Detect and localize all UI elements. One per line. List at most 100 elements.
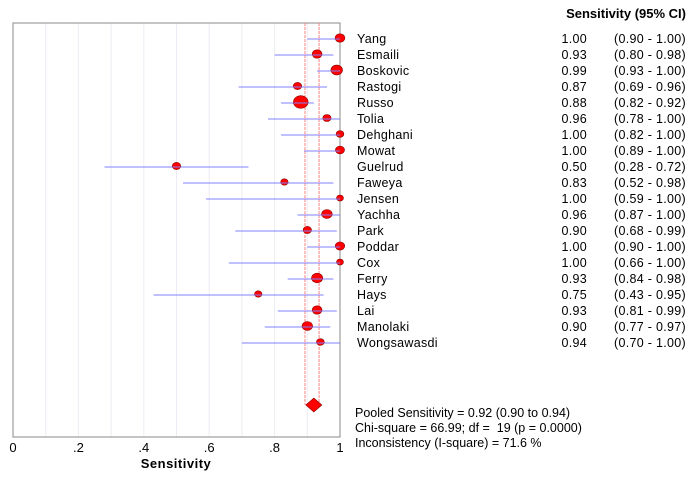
study-value: 0.75 [561,288,587,302]
study-value: 0.99 [561,64,587,78]
study-value: 0.87 [561,80,587,94]
grid-lines [45,23,308,437]
x-tick-label: .6 [204,440,215,455]
study-ci: (0.28 - 0.72) [614,160,686,174]
study-name: Hays [357,288,387,302]
point-estimate-marker [302,226,312,234]
point-estimate-marker [330,64,343,76]
study-name: Yachha [357,208,400,222]
study-ci: (0.69 - 0.96) [614,80,686,94]
study-value: 0.96 [561,208,587,222]
study-ci: (0.52 - 0.98) [614,176,686,190]
point-estimate-marker [301,321,313,331]
point-estimate-marker [254,290,263,298]
study-ci: (0.43 - 0.95) [614,288,686,302]
study-value: 1.00 [561,32,587,46]
study-ci: (0.90 - 1.00) [614,240,686,254]
summary-chi-square: Chi-square = 66.99; df = 19 (p = 0.0000) [355,421,582,435]
study-row: Poddar 1.00 (0.90 - 1.00) [307,240,686,254]
study-name: Tolia [357,112,384,126]
study-value: 0.94 [561,336,587,350]
study-row: Mowat 1.00 (0.89 - 1.00) [304,144,686,158]
study-name: Mowat [357,144,396,158]
x-tick-label: .4 [138,440,149,455]
point-estimate-marker [311,49,323,59]
x-axis-label: Sensitivity [141,456,212,471]
study-row: Hays 0.75 (0.43 - 0.95) [153,288,686,302]
study-name: Boskovic [357,64,409,78]
study-name: Jensen [357,192,399,206]
study-row: Yang 1.00 (0.90 - 1.00) [307,32,686,46]
study-name: Esmaili [357,48,399,62]
study-rows: Yang 1.00 (0.90 - 1.00) Esmaili 0.93 (0.80 - … [104,32,686,413]
study-row: Jensen 1.00 (0.59 - 1.00) [205,192,686,206]
x-tick-label: 1 [336,440,343,455]
study-value: 0.93 [561,304,587,318]
study-row: Cox 1.00 (0.66 - 1.00) [228,256,686,270]
study-row: Yachha 0.96 (0.87 - 1.00) [297,208,686,222]
x-tick-label: 0 [9,440,16,455]
study-name: Ferry [357,272,388,286]
study-name: Cox [357,256,381,270]
study-name: Poddar [357,240,399,254]
study-row: Rastogi 0.87 (0.69 - 0.96) [238,80,686,94]
point-estimate-marker [280,178,289,186]
study-name: Wongsawasdi [357,336,438,350]
study-row: Park 0.90 (0.68 - 0.99) [235,224,686,238]
point-estimate-marker [334,241,346,251]
study-ci: (0.80 - 0.98) [614,48,686,62]
study-value: 0.88 [561,96,587,110]
study-ci: (0.77 - 0.97) [614,320,686,334]
study-ci: (0.89 - 1.00) [614,144,686,158]
x-tick-label: .8 [269,440,280,455]
study-name: Guelrud [357,160,404,174]
x-axis-ticks: 0 .2 .4 .6 .8 1 [9,440,343,455]
study-value: 0.50 [561,160,587,174]
point-estimate-marker [172,162,182,170]
point-estimate-marker [292,82,302,90]
study-row: Tolia 0.96 (0.78 - 1.00) [268,112,686,126]
study-row: Wongsawasdi 0.94 (0.70 - 1.00) [241,336,686,350]
point-estimate-marker [336,258,344,266]
study-ci: (0.68 - 0.99) [614,224,686,238]
study-ci: (0.70 - 1.00) [614,336,686,350]
study-row: Ferry 0.93 (0.84 - 0.98) [287,272,686,286]
point-estimate-marker [322,114,332,122]
study-ci: (0.81 - 0.99) [614,304,686,318]
pooled-diamond [305,397,323,413]
study-value: 0.96 [561,112,587,126]
study-ci: (0.82 - 0.92) [614,96,686,110]
study-row: Russo 0.88 (0.82 - 0.92) [281,95,686,110]
point-estimate-marker [321,209,333,219]
study-value: 0.90 [561,320,587,334]
study-name: Park [357,224,384,238]
study-name: Faweya [357,176,403,190]
summary-inconsistency: Inconsistency (I-square) = 71.6 % [355,436,542,450]
study-value: 1.00 [561,256,587,270]
plot-frame [12,22,341,438]
study-row: Guelrud 0.50 (0.28 - 0.72) [104,160,686,174]
study-ci: (0.90 - 1.00) [614,32,686,46]
study-value: 1.00 [561,144,587,158]
point-estimate-marker [311,305,323,315]
study-ci: (0.78 - 1.00) [614,112,686,126]
point-estimate-marker [334,33,346,43]
study-row: Boskovic 0.99 (0.93 - 1.00) [317,64,686,78]
study-ci: (0.87 - 1.00) [614,208,686,222]
study-name: Dehghani [357,128,413,142]
study-ci: (0.82 - 1.00) [614,128,686,142]
study-value: 1.00 [561,128,587,142]
study-row: Faweya 0.83 (0.52 - 0.98) [183,176,686,190]
study-value: 1.00 [561,240,587,254]
study-value: 0.90 [561,224,587,238]
column-header: Sensitivity (95% CI) [566,6,686,21]
study-row: Manolaki 0.90 (0.77 - 0.97) [264,320,686,334]
study-name: Rastogi [357,80,401,94]
point-estimate-marker [335,130,345,138]
study-value: 0.93 [561,48,587,62]
point-estimate-marker [335,145,345,155]
study-name: Manolaki [357,320,409,334]
study-name: Lai [357,304,375,318]
point-estimate-marker [293,95,309,109]
